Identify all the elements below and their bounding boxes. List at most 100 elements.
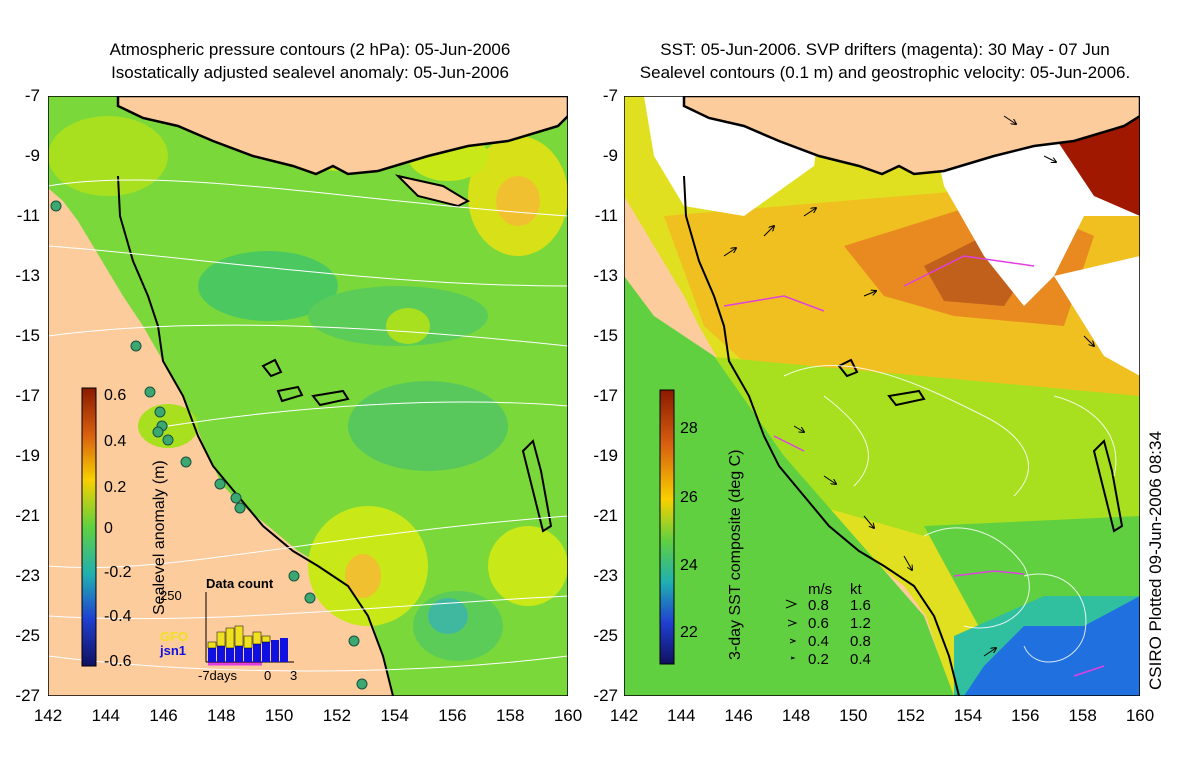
y-tick-label: -15 [593,326,618,345]
y-tick-label: -13 [15,266,40,285]
x-tick-label: 158 [496,706,525,725]
left-title-line2: Isostatically adjusted sealevel anomaly:… [111,63,509,82]
x-tick-label: 146 [149,706,178,725]
legend-kt-value: 1.2 [850,615,871,632]
colorbar-tick: 0.6 [104,387,126,404]
y-tick-label: -9 [602,146,618,165]
legend-kt-value: 1.6 [850,597,871,614]
x-tick-label: 142 [33,706,63,725]
y-tick-label: -25 [593,626,618,645]
left-panel-title: Atmospheric pressure contours (2 hPa): 0… [30,38,590,84]
y-tick-label: -9 [24,146,40,165]
colorbar-gradient [659,389,675,665]
x-tick-label: 160 [553,706,583,725]
colorbar-tick: 0.2 [104,479,126,496]
colorbar-tick: -0.2 [104,564,132,581]
colorbar-tick: 0.4 [104,433,126,450]
y-tick-label: -27 [593,686,618,705]
velocity-legend: m/s kt 0.8 1.6 0.6 1.2 0.4 0.8 0.2 0.4 [785,581,871,668]
x-tick-label: 150 [264,706,294,725]
right-title-line2: Sealevel contours (0.1 m) and geostrophi… [639,63,1131,82]
series-label-jsn1: jsn1 [159,643,186,658]
svp-drifter-tracks [723,255,1105,677]
y-tick-label: -7 [602,86,618,105]
left-title-line1: Atmospheric pressure contours (2 hPa): 0… [109,40,511,59]
anomaly-patch [48,116,168,196]
data-count-ymax: 250 [160,588,182,603]
sst-band-coldest [964,596,1140,696]
colorbar-tick: 0 [104,520,113,537]
legend-ms-value: 0.6 [808,615,829,632]
colorbar-tick: 26 [680,489,698,506]
png-land [682,96,1140,176]
y-tick-label: -27 [15,686,40,705]
png-land [116,96,568,176]
colorbar-label: 3-day SST composite (deg C) [727,450,744,660]
legend-ms-value: 0.4 [808,633,829,650]
x-tick-label: 156 [438,706,467,725]
y-tick-label: -13 [593,266,618,285]
reef [276,385,304,403]
y-tick-label: -11 [16,206,40,225]
data-count-inset: Data count 250 GFO jsn1 -7days 0 3 [159,576,297,683]
x-tick-label: 144 [91,706,120,725]
colorbar-label: Sealevel anomaly (m) [151,460,168,615]
y-tick-label: -23 [15,566,40,585]
reef [261,358,283,378]
sst-colorbar: 28 26 24 22 3-day SST composite (deg C) [659,389,744,665]
anomaly-patch [348,381,508,471]
inset-xlabel: 3 [290,668,297,683]
inset-xlabel: 0 [264,668,271,683]
colorbar-gradient [81,387,97,667]
colorbar-tick: -0.6 [104,653,132,670]
sealevel-anomaly-map[interactable] [48,96,568,696]
y-tick-label: -21 [593,506,618,525]
x-tick-label: 148 [207,706,236,725]
sst-band-cool [624,276,954,696]
anomaly-patch [386,308,430,344]
x-tick-label: 150 [839,706,868,725]
cloud-mask [1054,256,1140,376]
ocean-area [48,96,568,696]
right-title-line1: SST: 05-Jun-2006. SVP drifters (magenta)… [660,40,1110,59]
plot-credit: CSIRO Plotted 09-Jun-2006 08:34 [1146,431,1165,690]
reef [521,439,553,533]
colorbar-tick: -0.4 [104,608,132,625]
anomaly-patch [198,251,338,321]
anomaly-patch [488,526,568,606]
y-tick-label: -11 [594,206,618,225]
x-tick-label: 142 [609,706,639,725]
x-tick-label: 154 [953,706,983,725]
y-tick-label: -19 [15,446,40,465]
x-tick-label: 152 [322,706,352,725]
legend-arrows [785,599,798,660]
x-tick-label: 146 [724,706,753,725]
series-label-gfo: GFO [160,629,188,644]
anomaly-patch [345,554,381,598]
geostrophic-velocity-arrows [723,115,1094,657]
x-tick-label: 158 [1068,706,1097,725]
x-tick-label: 148 [781,706,811,725]
tide-gauge-stations [50,200,368,690]
shelf-line [683,175,960,696]
x-tick-label: 144 [667,706,696,725]
shelf-line [117,175,394,696]
y-tick-label: -17 [15,386,40,405]
colorbar-tick: 24 [680,557,698,574]
colorbar-tick: 22 [680,624,698,641]
reef [1092,439,1124,533]
sst-map[interactable] [624,96,1140,696]
reef [311,389,350,407]
x-tick-label: 160 [1125,706,1155,725]
inset-xlabel: -7days [198,668,238,683]
count-bars [207,625,288,662]
y-tick-label: -21 [15,506,40,525]
legend-kt-value: 0.8 [850,633,871,650]
colorbar-tick: 28 [680,420,698,437]
x-tick-label: 154 [380,706,409,725]
sealevel-colorbar: 0.6 0.4 0.2 0 -0.2 -0.4 -0.6 Sealevel an… [81,387,168,670]
legend-ms-value: 0.2 [808,651,829,668]
y-tick-label: -25 [15,626,40,645]
y-tick-label: -23 [593,566,618,585]
pressure-contours [48,179,568,672]
